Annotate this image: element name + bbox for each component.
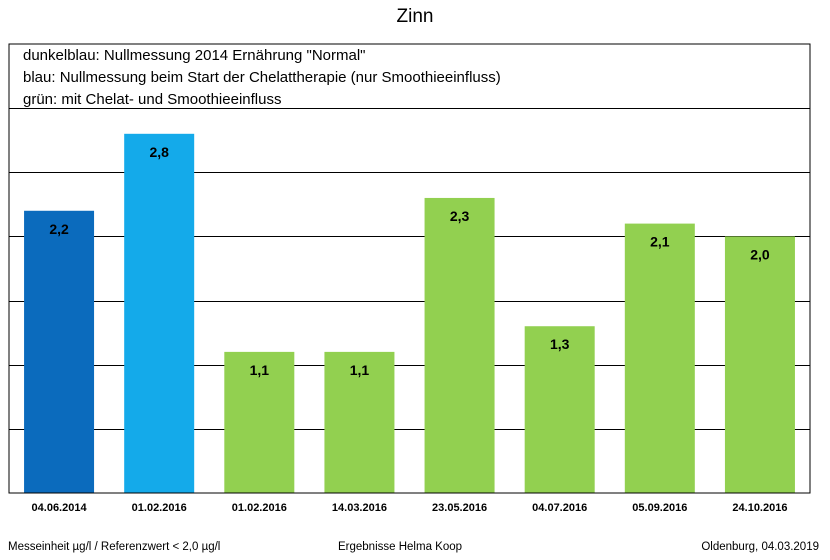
data-label-4: 1,1 [350,362,370,378]
data-label-7: 2,1 [650,234,670,250]
footer-results: Ergebnisse Helma Koop [338,541,463,553]
data-label-1: 2,2 [49,221,69,237]
data-label-5: 2,3 [450,208,470,224]
footer-place-date: Oldenburg, 04.03.2019 [701,541,819,553]
legend-line-blue: blau: Nullmessung beim Start der Chelatt… [23,69,505,86]
x-tick-label-4: 14.03.2016 [332,502,387,514]
x-tick-label-5: 23.05.2016 [432,502,487,514]
x-tick-label-3: 01.02.2016 [232,502,287,514]
bar-8 [724,236,795,493]
x-tick-label-1: 04.06.2014 [32,502,88,514]
bar-1 [24,210,95,493]
x-tick-label-8: 24.10.2016 [732,502,787,514]
x-tick-label-2: 01.02.2016 [132,502,187,514]
data-label-8: 2,0 [750,246,770,262]
bar-5 [424,197,495,493]
x-tick-label-6: 04.07.2016 [532,502,587,514]
bar-4 [324,351,395,493]
bar-3 [224,351,295,493]
data-label-6: 1,3 [550,336,570,352]
legend-line-green: grün: mit Chelat- und Smoothieeinfluss [23,91,286,108]
bar-7 [624,223,695,493]
chart-title: Zinn [396,6,434,27]
data-label-2: 2,8 [149,144,169,160]
bar-6 [524,326,595,493]
plot-frame [8,43,811,494]
x-tick-label-7: 05.09.2016 [632,502,687,514]
footer-unit-note: Messeinheit µg/l / Referenzwert < 2,0 µg… [8,541,221,553]
data-label-3: 1,1 [250,362,270,378]
bar-2 [124,133,195,494]
legend-line-dark-blue: dunkelblau: Nullmessung 2014 Ernährung "… [23,47,370,64]
